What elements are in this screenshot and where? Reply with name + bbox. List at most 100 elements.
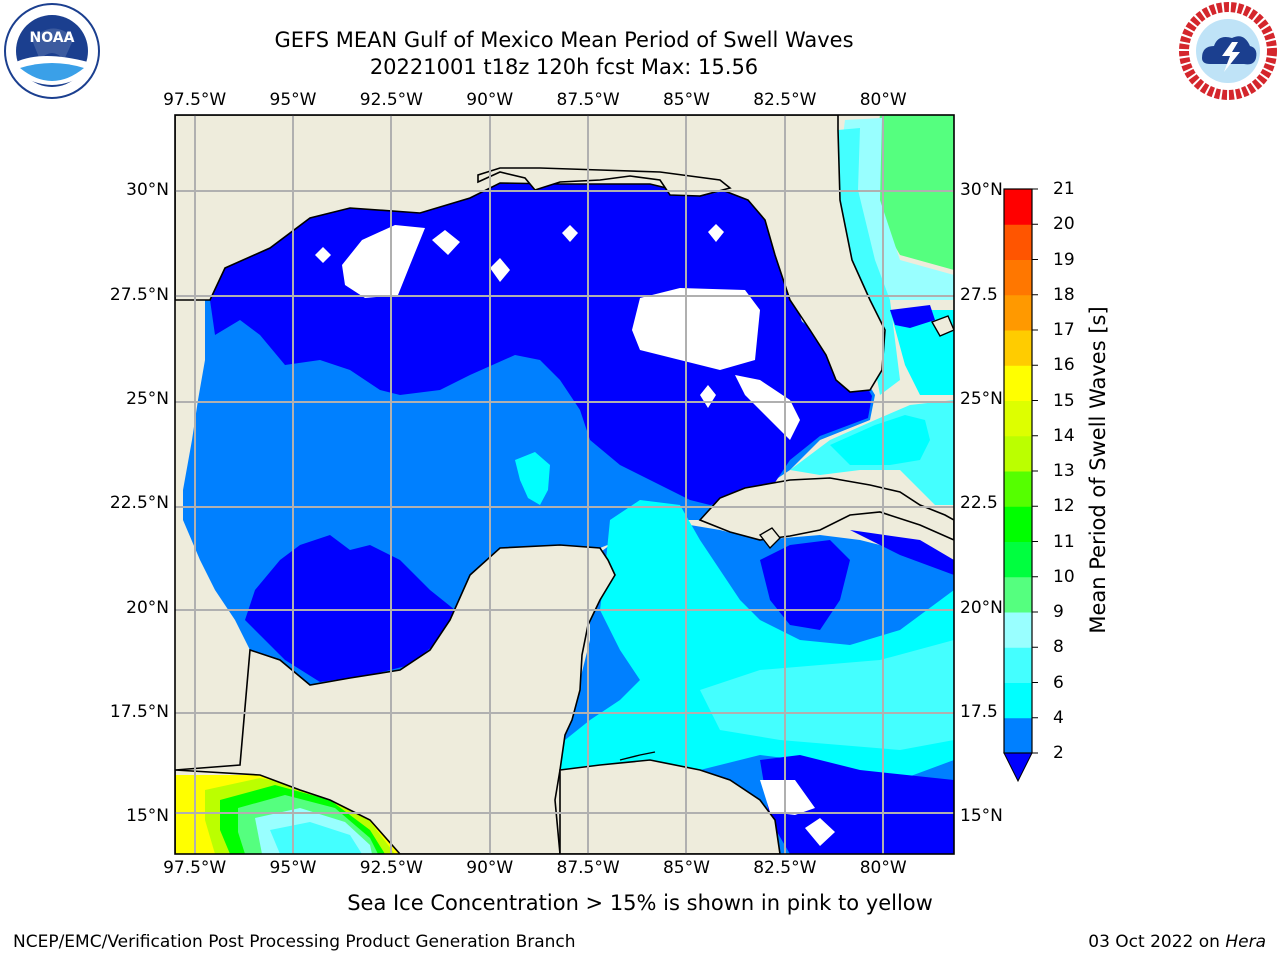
caribbean-swell-under-2s bbox=[760, 540, 850, 630]
bay-of-campeche-swell-under-2s bbox=[245, 535, 455, 682]
no-data-patch bbox=[490, 258, 510, 282]
lon-tick-top: 85°W bbox=[662, 90, 710, 110]
no-data-patch bbox=[315, 247, 331, 263]
lat-tick-right: 17.5 bbox=[960, 702, 998, 723]
lat-tick-left: 20°N bbox=[126, 597, 169, 618]
lon-tick-bottom: 92.5°W bbox=[359, 858, 423, 878]
colorbar bbox=[1003, 188, 1038, 783]
lat-tick-right: 30°N bbox=[960, 180, 1003, 201]
colorbar-bin bbox=[1004, 330, 1032, 366]
lon-tick-top: 97.5°W bbox=[163, 90, 227, 110]
no-data-patch bbox=[805, 818, 835, 846]
colorbar-tick-label: 19 bbox=[1053, 249, 1075, 270]
lon-tick-top: 95°W bbox=[269, 90, 317, 110]
colorbar-tick-label: 6 bbox=[1053, 672, 1064, 693]
nws-logo bbox=[1179, 2, 1277, 100]
colorbar-bin bbox=[1004, 471, 1032, 507]
lon-tick-bottom: 87.5°W bbox=[556, 858, 620, 878]
colorbar-bin bbox=[1004, 294, 1032, 331]
chart-title: GEFS MEAN Gulf of Mexico Mean Period of … bbox=[274, 28, 854, 52]
noaa-logo: NOAA bbox=[4, 3, 100, 99]
sea-ice-footnote: Sea Ice Concentration > 15% is shown in … bbox=[347, 891, 933, 915]
atlantic-swell-under-2s bbox=[890, 305, 935, 328]
colorbar-tick-label: 17 bbox=[1053, 320, 1075, 340]
colorbar-bin bbox=[1004, 506, 1032, 542]
colorbar-tick-label: 2 bbox=[1053, 743, 1064, 763]
colorbar-tick-label: 4 bbox=[1053, 707, 1064, 728]
no-data-patch bbox=[342, 225, 425, 298]
colorbar-tick-label: 11 bbox=[1053, 531, 1075, 552]
colorbar-bin bbox=[1004, 717, 1032, 754]
no-data-patch bbox=[735, 375, 800, 440]
colorbar-tick-label: 21 bbox=[1053, 179, 1075, 199]
noaa-logo-text: NOAA bbox=[30, 30, 75, 46]
map-frame bbox=[174, 114, 955, 855]
colorbar-bin bbox=[1004, 224, 1032, 260]
colorbar-bin bbox=[1004, 647, 1032, 683]
colorbar-under-extension bbox=[1003, 752, 1033, 783]
colorbar-tick-label: 8 bbox=[1053, 637, 1064, 658]
colorbar-label: Mean Period of Swell Waves [s] bbox=[1086, 306, 1110, 634]
colorbar-bin bbox=[1004, 612, 1032, 648]
lat-tick-left: 15°N bbox=[126, 806, 169, 827]
colorbar-bin bbox=[1004, 400, 1032, 437]
credit-text: NCEP/EMC/Verification Post Processing Pr… bbox=[13, 932, 576, 952]
atlantic-swell-9-10s bbox=[872, 115, 954, 270]
map-gridlines bbox=[175, 115, 954, 854]
lat-tick-right: 15°N bbox=[960, 806, 1003, 827]
lon-tick-top: 80°W bbox=[859, 90, 907, 110]
florida-straits-swell-4-6s bbox=[830, 415, 930, 465]
lat-tick-right: 20°N bbox=[960, 597, 1003, 618]
date-text: 03 Oct 2022 on Hera bbox=[1088, 932, 1266, 952]
central-america-land bbox=[559, 759, 781, 854]
cuba-land bbox=[698, 477, 954, 541]
caribbean-swell-6-8s bbox=[700, 640, 954, 750]
colorbar-tick-label: 20 bbox=[1053, 214, 1075, 235]
lat-tick-left: 17.5°N bbox=[109, 702, 169, 723]
jamaica-coast bbox=[619, 751, 656, 761]
caribbean-swell-under-2s bbox=[850, 530, 954, 575]
gulf-swell-4-6s bbox=[515, 452, 550, 505]
bahamas-land bbox=[930, 315, 954, 337]
lon-tick-bottom: 80°W bbox=[859, 858, 907, 878]
colorbar-tick-label: 15 bbox=[1053, 390, 1075, 411]
host-name: Hera bbox=[1225, 932, 1266, 952]
colorbar-tick-label: 18 bbox=[1053, 284, 1075, 305]
lat-tick-right: 27.5 bbox=[960, 284, 998, 305]
mexico-yucatan-land bbox=[175, 544, 616, 854]
lon-tick-bottom: 97.5°W bbox=[163, 858, 227, 878]
no-data-patch bbox=[708, 224, 724, 242]
lon-tick-bottom: 82.5°W bbox=[753, 858, 817, 878]
colorbar-tick-label: 12 bbox=[1053, 496, 1075, 517]
colorbar-tick-label: 14 bbox=[1053, 425, 1075, 446]
colorbar-bin bbox=[1004, 259, 1032, 296]
colorbar-bin bbox=[1004, 189, 1032, 225]
lat-tick-left: 30°N bbox=[126, 180, 169, 201]
lon-tick-top: 92.5°W bbox=[359, 90, 423, 110]
colorbar-tick-label: 16 bbox=[1053, 355, 1075, 376]
lat-tick-right: 22.5 bbox=[960, 493, 998, 514]
colorbar-tick-label: 9 bbox=[1053, 602, 1064, 622]
lon-tick-top: 90°W bbox=[466, 90, 514, 110]
no-data-patch bbox=[432, 230, 460, 255]
colorbar-tick-label: 10 bbox=[1053, 566, 1075, 587]
lat-tick-left: 25°N bbox=[126, 388, 169, 409]
colorbar-bin bbox=[1004, 576, 1032, 613]
chart-subtitle: 20221001 t18z 120h fcst Max: 15.56 bbox=[369, 55, 759, 79]
no-data-patch bbox=[562, 225, 578, 242]
colorbar-bin bbox=[1004, 365, 1032, 401]
colorbar-tick-label: 13 bbox=[1053, 461, 1075, 481]
no-data-patch bbox=[700, 385, 716, 408]
isla-juventud-land bbox=[758, 527, 781, 550]
colorbar-bin bbox=[1004, 435, 1032, 472]
no-data-patch bbox=[760, 780, 815, 815]
lat-tick-right: 25°N bbox=[960, 388, 1003, 409]
no-data-patch bbox=[632, 288, 760, 370]
lon-tick-top: 82.5°W bbox=[753, 90, 817, 110]
lon-tick-bottom: 95°W bbox=[269, 858, 317, 878]
lon-tick-bottom: 90°W bbox=[466, 858, 514, 878]
lat-tick-left: 27.5°N bbox=[109, 284, 169, 305]
lon-tick-top: 87.5°W bbox=[556, 90, 620, 110]
lon-tick-bottom: 85°W bbox=[662, 858, 710, 878]
